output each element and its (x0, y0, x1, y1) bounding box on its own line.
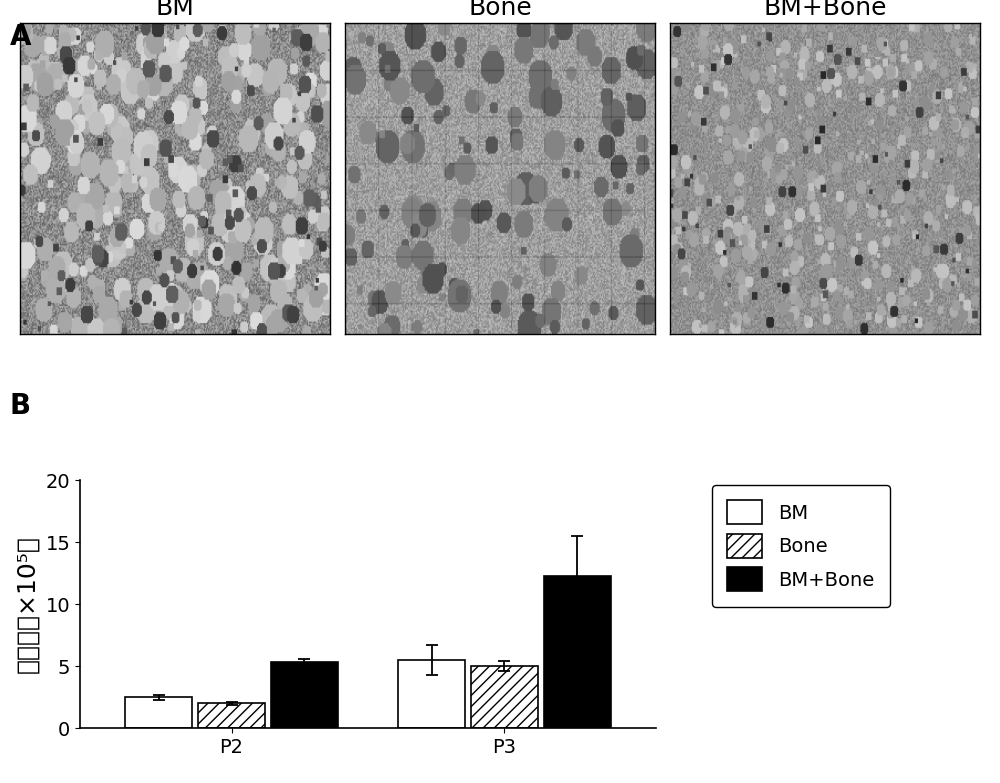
Title: BM: BM (155, 0, 194, 20)
Title: Bone: Bone (468, 0, 532, 20)
Bar (271, 662, 338, 728)
Bar (398, 660, 465, 728)
Bar (198, 703, 265, 728)
Text: A: A (10, 23, 32, 52)
Bar (471, 666, 538, 728)
Y-axis label: 细胞数（×10⁵）: 细胞数（×10⁵） (16, 535, 40, 673)
Bar (125, 697, 192, 728)
Title: BM+Bone: BM+Bone (763, 0, 887, 20)
Bar (544, 576, 611, 728)
Legend: BM, Bone, BM+Bone: BM, Bone, BM+Bone (712, 485, 890, 607)
Text: B: B (10, 392, 31, 420)
